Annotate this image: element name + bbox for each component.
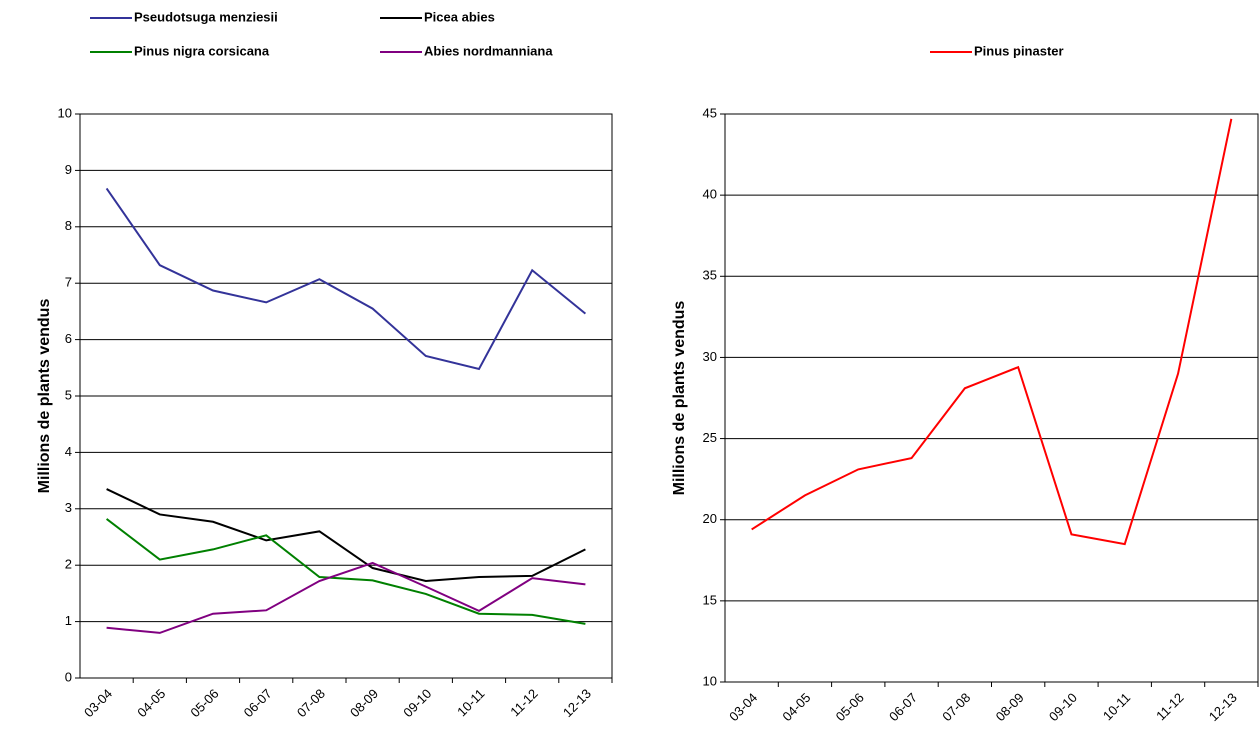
legend-label: Pinus nigra corsicana [134, 43, 270, 58]
x-tick-label: 12-13 [560, 686, 594, 720]
x-tick-label: 12-13 [1206, 690, 1240, 724]
y-tick-label: 20 [703, 511, 717, 526]
x-tick-label: 05-06 [833, 690, 867, 724]
x-tick-label: 08-09 [993, 690, 1027, 724]
y-tick-label: 45 [703, 105, 717, 120]
x-tick-label: 08-09 [347, 686, 381, 720]
series-line [105, 518, 586, 625]
legend-label: Pseudotsuga menziesii [134, 9, 278, 24]
y-tick-label: 40 [703, 187, 717, 202]
y-axis-title: Millions de plants vendus [36, 299, 53, 494]
x-tick-label: 06-07 [241, 686, 275, 720]
y-tick-label: 15 [703, 592, 717, 607]
x-tick-label: 04-05 [134, 686, 168, 720]
series-line [751, 118, 1233, 546]
legend-label: Picea abies [424, 9, 495, 24]
x-tick-label: 09-10 [1046, 690, 1080, 724]
series-line [106, 488, 586, 583]
x-tick-label: 07-08 [939, 690, 973, 724]
y-tick-label: 8 [65, 218, 72, 233]
y-tick-label: 10 [58, 105, 72, 120]
y-tick-label: 25 [703, 430, 717, 445]
x-tick-label: 11-12 [1153, 690, 1186, 723]
y-tick-label: 35 [703, 268, 717, 283]
x-tick-label: 10-11 [1100, 690, 1133, 723]
x-tick-label: 03-04 [81, 686, 115, 720]
x-tick-label: 10-11 [454, 686, 487, 719]
y-tick-label: 2 [65, 557, 72, 572]
y-tick-label: 30 [703, 349, 717, 364]
y-tick-label: 4 [65, 444, 72, 459]
y-tick-label: 5 [65, 387, 72, 402]
x-tick-label: 07-08 [294, 686, 328, 720]
x-tick-label: 05-06 [187, 686, 221, 720]
legend-label: Abies nordmanniana [424, 43, 553, 58]
x-tick-label: 04-05 [779, 690, 813, 724]
y-tick-label: 1 [65, 613, 72, 628]
y-tick-label: 3 [65, 500, 72, 515]
y-tick-label: 9 [65, 162, 72, 177]
legend-label: Pinus pinaster [974, 43, 1064, 58]
series-line [106, 561, 586, 634]
y-tick-label: 0 [65, 669, 72, 684]
y-tick-label: 10 [703, 673, 717, 688]
x-tick-label: 06-07 [886, 690, 920, 724]
series-line [105, 187, 587, 371]
x-tick-label: 09-10 [400, 686, 434, 720]
y-axis-title: Millions de plants vendus [671, 301, 688, 496]
y-tick-label: 6 [65, 331, 72, 346]
y-tick-label: 7 [65, 275, 72, 290]
x-tick-label: 11-12 [507, 686, 540, 719]
plot-frame [724, 113, 1259, 683]
x-tick-label: 03-04 [726, 690, 760, 724]
